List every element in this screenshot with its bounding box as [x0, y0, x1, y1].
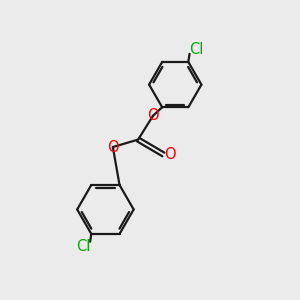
Text: Cl: Cl	[76, 239, 91, 254]
Text: Cl: Cl	[189, 42, 203, 57]
Text: O: O	[107, 140, 119, 154]
Text: O: O	[147, 108, 159, 123]
Text: O: O	[164, 147, 176, 162]
